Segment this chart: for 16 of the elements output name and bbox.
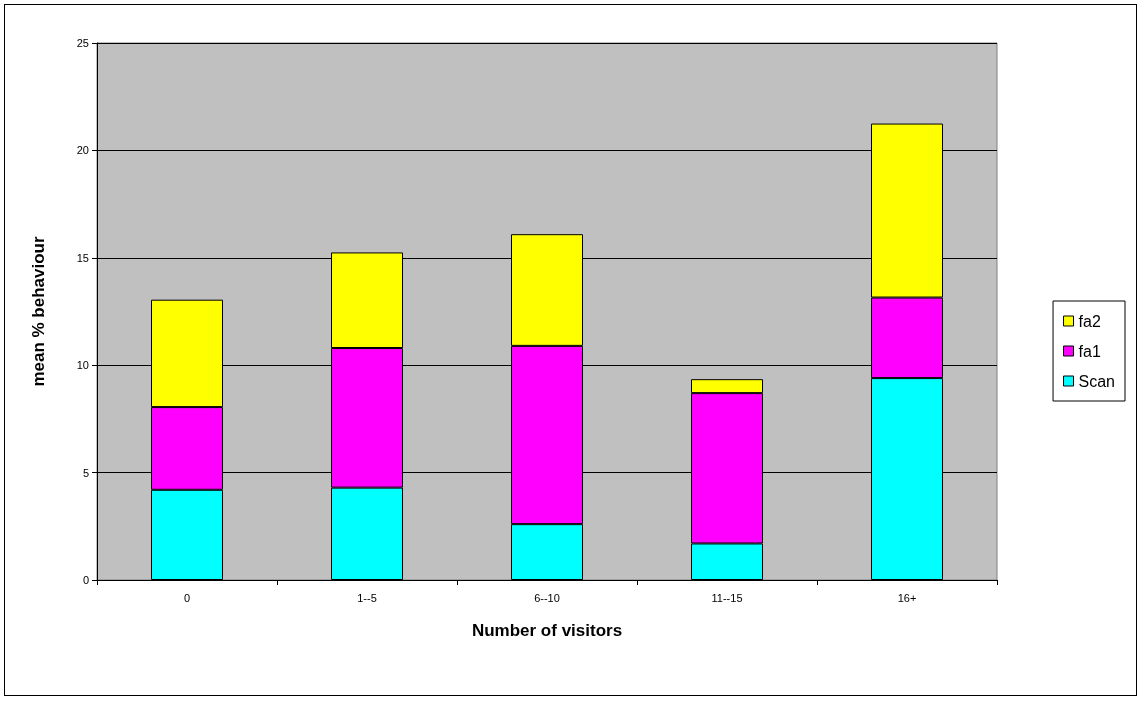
x-tick-label: 16+ xyxy=(897,591,917,604)
y-axis-title: mean % behaviour xyxy=(29,236,48,387)
x-tick-label: 11--15 xyxy=(711,591,743,604)
legend-label: fa2 xyxy=(1078,312,1101,330)
legend-label: Scan xyxy=(1078,372,1115,390)
x-tick-label: 6--10 xyxy=(534,591,560,604)
y-tick-label: 15 xyxy=(76,251,89,264)
x-tick-label: 1--5 xyxy=(357,591,377,604)
x-axis-title: Number of visitors xyxy=(471,621,623,640)
y-tick-label: 5 xyxy=(82,466,89,479)
x-tick-label: 0 xyxy=(183,591,191,604)
y-tick-label: 0 xyxy=(82,574,89,586)
legend-label: fa1 xyxy=(1078,342,1101,360)
y-tick-label: 20 xyxy=(76,144,89,157)
y-tick-label: 10 xyxy=(76,359,89,372)
y-tick-label: 25 xyxy=(76,37,89,49)
